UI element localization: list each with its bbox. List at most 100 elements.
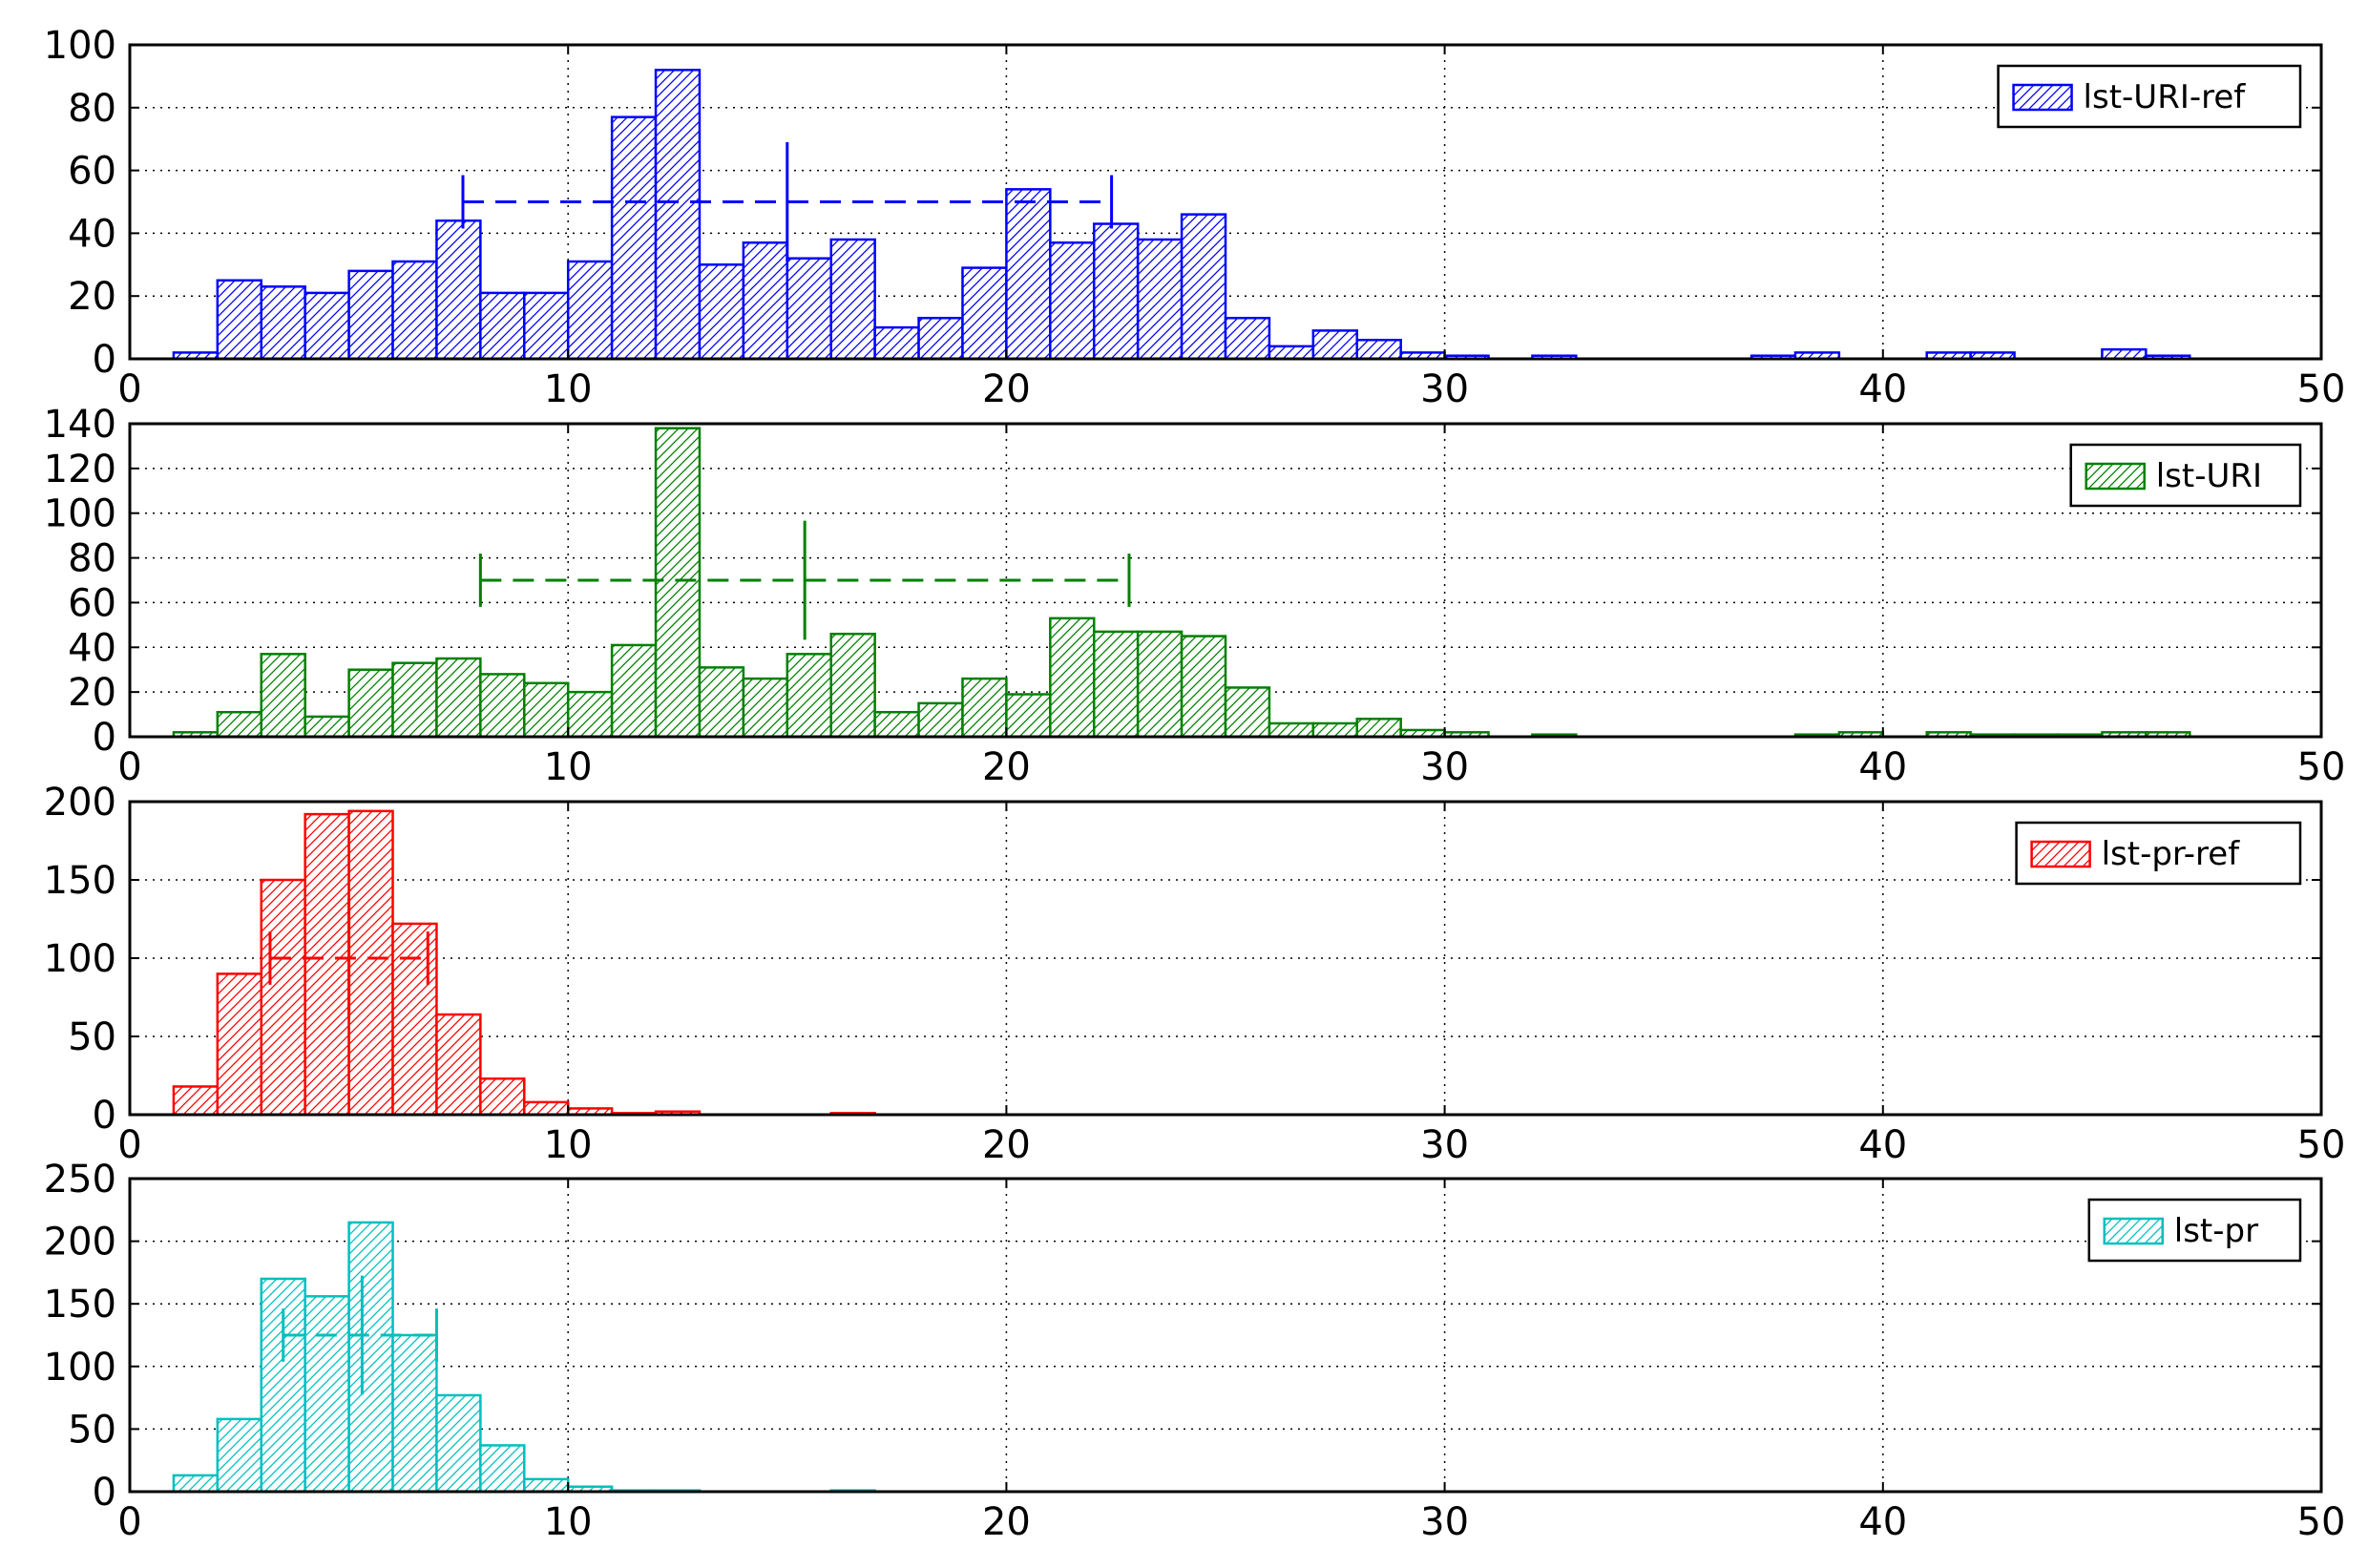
histogram-bar bbox=[786, 257, 832, 361]
y-tick-label: 200 bbox=[44, 781, 116, 825]
histogram-bar bbox=[347, 269, 394, 361]
x-tick-label: 20 bbox=[982, 1500, 1031, 1544]
legend: lst-pr bbox=[2087, 1198, 2302, 1263]
histogram-bar bbox=[829, 632, 876, 739]
x-tick-label: 50 bbox=[2297, 1123, 2346, 1167]
histogram-bar bbox=[260, 878, 306, 1117]
x-tick-label: 10 bbox=[544, 745, 593, 789]
y-tick-label: 100 bbox=[44, 24, 116, 68]
histogram-bar bbox=[1136, 238, 1184, 361]
histogram-bar bbox=[1355, 718, 1402, 739]
y-tick-label: 50 bbox=[68, 1015, 116, 1059]
histogram-bar bbox=[1005, 693, 1052, 739]
x-tick-label: 50 bbox=[2297, 367, 2346, 411]
y-tick-label: 60 bbox=[68, 150, 116, 194]
x-tick-label: 30 bbox=[1420, 1123, 1469, 1167]
histogram-bar bbox=[786, 653, 832, 739]
histogram-bar bbox=[961, 677, 1008, 739]
y-tick-label: 100 bbox=[44, 492, 116, 536]
panel-lst-URI-ref: 0 10 20 30 40 50 0 20 40 60 80 100 lst-URI-ref bbox=[44, 24, 2346, 411]
histogram-bar bbox=[1311, 329, 1359, 361]
x-tick-label: 20 bbox=[982, 367, 1031, 411]
legend-label: lst-URI-ref bbox=[2084, 78, 2247, 116]
histogram-bar bbox=[479, 1077, 526, 1117]
histogram-bar bbox=[391, 260, 438, 361]
histogram-bar bbox=[698, 666, 745, 739]
y-tick-label: 140 bbox=[44, 403, 116, 447]
histogram-bar bbox=[610, 115, 658, 361]
histogram-bar bbox=[523, 291, 570, 361]
y-tick-label: 40 bbox=[68, 212, 116, 256]
x-tick-label: 0 bbox=[117, 1500, 141, 1544]
x-tick-label: 50 bbox=[2297, 745, 2346, 789]
x-tick-label: 10 bbox=[544, 1500, 593, 1544]
x-tick-label: 20 bbox=[982, 1123, 1031, 1167]
histogram-bar bbox=[216, 972, 263, 1117]
histogram-bar bbox=[742, 241, 789, 361]
x-tick-label: 0 bbox=[117, 745, 141, 789]
y-tick-label: 250 bbox=[44, 1158, 116, 1202]
histogram-bar bbox=[654, 69, 702, 361]
y-tick-label: 150 bbox=[44, 1283, 116, 1327]
histogram-bar bbox=[1224, 316, 1271, 361]
x-tick-label: 30 bbox=[1420, 745, 1469, 789]
histogram-bar bbox=[523, 1477, 570, 1494]
histogram-bar bbox=[479, 673, 526, 739]
y-tick-label: 50 bbox=[68, 1408, 116, 1452]
legend-label: lst-pr bbox=[2174, 1212, 2258, 1250]
histogram-bar bbox=[391, 661, 438, 739]
histogram-bar bbox=[435, 1393, 482, 1494]
y-tick-label: 0 bbox=[93, 338, 116, 382]
y-tick-label: 100 bbox=[44, 1346, 116, 1390]
histogram-bar bbox=[829, 238, 876, 361]
histogram-bar bbox=[435, 657, 482, 739]
legend: lst-pr-ref bbox=[2015, 821, 2302, 886]
axes-frame bbox=[128, 43, 2323, 361]
histogram-bar bbox=[479, 291, 526, 361]
x-tick-label: 50 bbox=[2297, 1500, 2346, 1544]
x-tick-label: 0 bbox=[117, 367, 141, 411]
histogram-bar bbox=[391, 1333, 438, 1494]
histogram-bar bbox=[961, 266, 1008, 361]
histogram-bar bbox=[347, 668, 394, 739]
histogram-bar bbox=[610, 643, 658, 739]
histogram-bar bbox=[1092, 630, 1140, 739]
legend-label: lst-URI bbox=[2156, 457, 2262, 495]
legend-swatch bbox=[2085, 462, 2146, 491]
histogram-bar bbox=[1136, 630, 1184, 739]
x-tick-label: 30 bbox=[1420, 367, 1469, 411]
y-tick-label: 80 bbox=[68, 87, 116, 131]
histogram-bar bbox=[1311, 721, 1359, 739]
histogram-bar bbox=[216, 1417, 263, 1494]
histogram-bar bbox=[566, 690, 614, 739]
histogram-bar bbox=[1049, 241, 1096, 361]
x-tick-label: 30 bbox=[1420, 1500, 1469, 1544]
y-tick-label: 0 bbox=[93, 1094, 116, 1138]
panel-lst-pr: 0 10 20 30 40 50 0 50 100 150 200 250 lst-pr bbox=[44, 1158, 2346, 1544]
y-tick-label: 20 bbox=[68, 275, 116, 319]
histogram-bar bbox=[347, 1221, 394, 1494]
axes-frame bbox=[128, 1177, 2323, 1494]
histogram-bar bbox=[391, 922, 438, 1117]
y-tick-label: 100 bbox=[44, 937, 116, 981]
histogram-bar bbox=[216, 710, 263, 739]
histogram-bar bbox=[260, 653, 306, 739]
y-tick-label: 40 bbox=[68, 626, 116, 670]
histogram-bar bbox=[523, 1100, 570, 1117]
histogram-bar bbox=[873, 710, 920, 739]
histogram-bar bbox=[1180, 635, 1227, 739]
axes-frame bbox=[128, 422, 2323, 739]
y-tick-label: 20 bbox=[68, 671, 116, 715]
x-tick-label: 40 bbox=[1858, 367, 1907, 411]
legend: lst-URI bbox=[2069, 443, 2302, 508]
histogram-bar bbox=[742, 677, 789, 739]
legend-swatch bbox=[2030, 840, 2091, 868]
histogram-bar bbox=[304, 812, 350, 1117]
histogram-bar bbox=[172, 1474, 220, 1494]
histogram-bar bbox=[304, 291, 350, 361]
histogram-bar bbox=[1092, 222, 1140, 361]
histogram-bar bbox=[566, 260, 614, 361]
histogram-bar bbox=[1049, 617, 1096, 739]
